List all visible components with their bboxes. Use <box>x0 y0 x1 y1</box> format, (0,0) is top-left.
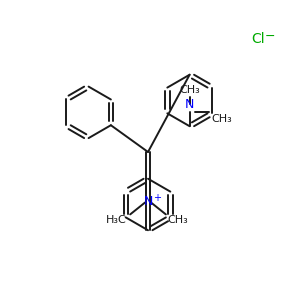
Text: CH₃: CH₃ <box>179 85 200 94</box>
Text: +: + <box>153 193 161 202</box>
Text: N: N <box>143 195 153 208</box>
Text: CH₃: CH₃ <box>168 215 189 225</box>
Text: Cl: Cl <box>251 32 265 46</box>
Text: CH₃: CH₃ <box>212 114 232 124</box>
Text: N: N <box>185 98 194 111</box>
Text: H₃C: H₃C <box>106 215 126 225</box>
Text: −: − <box>265 30 275 43</box>
